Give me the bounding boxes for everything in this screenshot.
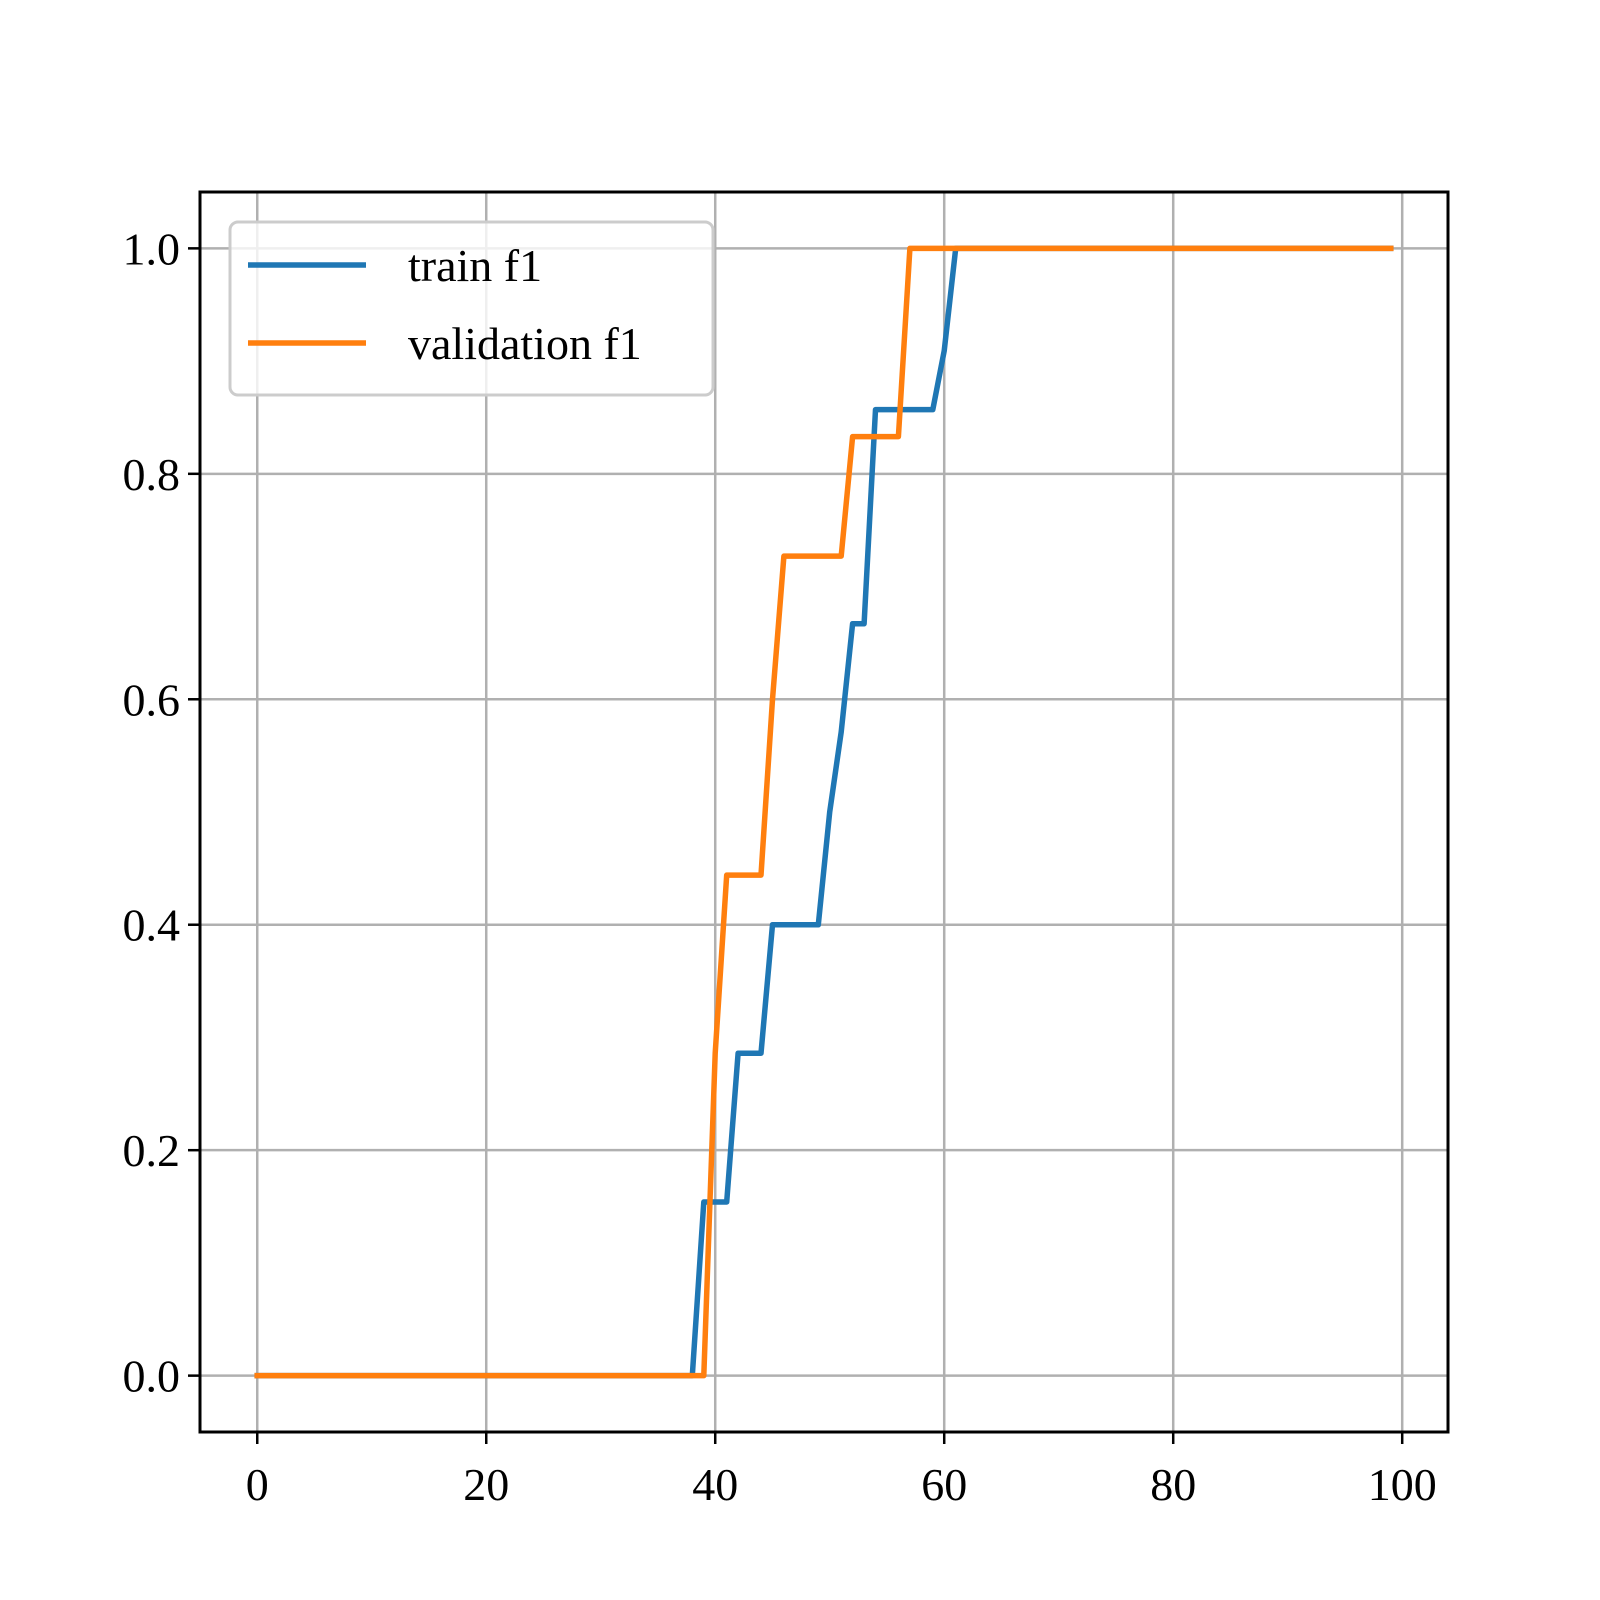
- axis-ticks: 0 20 40 60 80 100 0.0 0.2 0.4 0.6 0.8 1.0: [123, 223, 1437, 1510]
- y-tick-label: 1.0: [123, 223, 181, 274]
- series-line-1: [254, 245, 1394, 1379]
- x-tick-label: 20: [463, 1459, 509, 1510]
- plot-lines: [254, 245, 1394, 1379]
- x-tick-label: 0: [246, 1459, 269, 1510]
- x-tick-label: 100: [1368, 1459, 1437, 1510]
- y-tick-label: 0.8: [123, 449, 181, 500]
- legend: train f1 validation f1: [228, 220, 715, 397]
- y-tick-label: 0.6: [123, 674, 181, 725]
- y-tick-label: 0.4: [123, 900, 181, 951]
- y-tick-label: 0.0: [123, 1351, 181, 1402]
- grid: [200, 192, 1448, 1432]
- x-tick-label: 80: [1150, 1459, 1196, 1510]
- x-tick-label: 60: [921, 1459, 967, 1510]
- plot-frame: [198, 190, 1450, 1434]
- x-tick-label: 40: [692, 1459, 738, 1510]
- legend-label-0: train f1: [408, 240, 542, 291]
- legend-label-1: validation f1: [408, 318, 642, 369]
- y-tick-label: 0.2: [123, 1125, 181, 1176]
- series-line-0: [254, 245, 1394, 1379]
